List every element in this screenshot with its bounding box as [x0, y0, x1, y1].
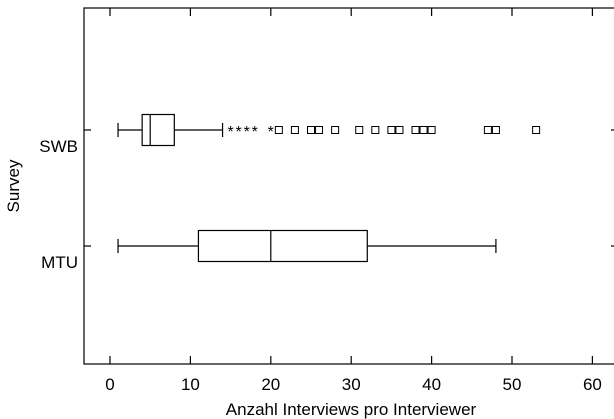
outlier-square-swb-39: [419, 126, 428, 134]
outlier-star-swb-17: *: [244, 124, 250, 141]
x-axis-label: Anzahl Interviews pro Interviewer: [226, 400, 477, 419]
x-tick-label-0: 0: [105, 375, 114, 394]
x-tick-label-50: 50: [503, 375, 522, 394]
outlier-square-swb-23: [290, 126, 299, 134]
plot-frame: [83, 7, 614, 365]
outlier-square-swb-48: [491, 126, 500, 134]
outlier-square-swb-35: [387, 126, 396, 134]
axis-ticks: [84, 8, 614, 364]
x-tick-label-30: 30: [342, 375, 361, 394]
outlier-square-swb-21: [274, 126, 283, 134]
box-mtu: [117, 229, 497, 263]
x-tick-label-40: 40: [422, 375, 441, 394]
outlier-square-swb-33: [371, 126, 380, 134]
outlier-square-swb-25: [307, 126, 315, 134]
outlier-square-swb-31: [355, 126, 364, 134]
x-tick-labels: 0 10 20 30 40 50 60: [105, 375, 602, 394]
iqr-box-swb: [141, 113, 175, 147]
outlier-square-swb-36: [395, 126, 404, 134]
iqr-box-mtu: [197, 229, 368, 263]
boxes: * * * * *: [117, 113, 541, 263]
y-axis-label: Survey: [4, 159, 23, 212]
outlier-star-swb-15: *: [227, 124, 233, 141]
outlier-star-swb-20: *: [268, 124, 274, 141]
category-labels: SWB MTU: [39, 137, 78, 272]
outlier-star-swb-16: *: [236, 124, 242, 141]
outlier-square-swb-40: [427, 126, 436, 134]
x-tick-label-10: 10: [181, 375, 200, 394]
outlier-star-swb-18: *: [252, 124, 258, 141]
box-swb: * * * * *: [117, 113, 541, 147]
outlier-square-swb-53: [532, 126, 541, 134]
category-label-mtu: MTU: [41, 253, 78, 272]
outlier-square-swb-47: [483, 126, 492, 134]
outlier-square-swb-28: [331, 126, 340, 134]
outlier-square-swb-26: [315, 126, 324, 134]
category-label-swb: SWB: [39, 137, 78, 156]
x-tick-label-20: 20: [261, 375, 280, 394]
outlier-square-swb-38: [411, 126, 420, 134]
x-tick-label-60: 60: [583, 375, 602, 394]
